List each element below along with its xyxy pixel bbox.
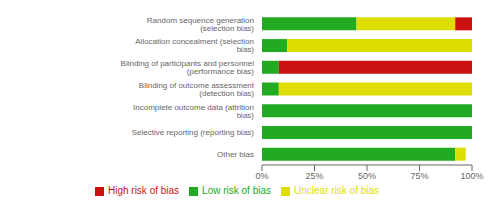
svg-text:Random sequence generation(sel: Random sequence generation(selection bia… (147, 16, 255, 33)
svg-text:25%: 25% (305, 171, 323, 181)
html-text:Unclear risk of bias: Unclear risk of bias (294, 185, 379, 196)
svg-text:Allocation concealment (select: Allocation concealment (selectionbias) (135, 37, 254, 54)
svg-text:100%: 100% (460, 171, 483, 181)
svg-text:Blinding of outcome assessment: Blinding of outcome assessment(detection… (139, 81, 255, 98)
svg-text:50%: 50% (358, 171, 376, 181)
svg-text:Incomplete outcome data (attri: Incomplete outcome data (attritionbias) (133, 103, 254, 120)
svg-text:Other bias: Other bias (217, 150, 254, 159)
svg-text:Selective reporting (reporting: Selective reporting (reporting bias) (132, 128, 255, 137)
svg-text:Blinding of participants and p: Blinding of participants and personnel(p… (121, 59, 255, 76)
svg-text:0%: 0% (255, 171, 268, 181)
svg-text:75%: 75% (410, 171, 428, 181)
html-text:High risk of bias: High risk of bias (108, 185, 180, 196)
html-text:Low risk of bias: Low risk of bias (202, 185, 271, 196)
